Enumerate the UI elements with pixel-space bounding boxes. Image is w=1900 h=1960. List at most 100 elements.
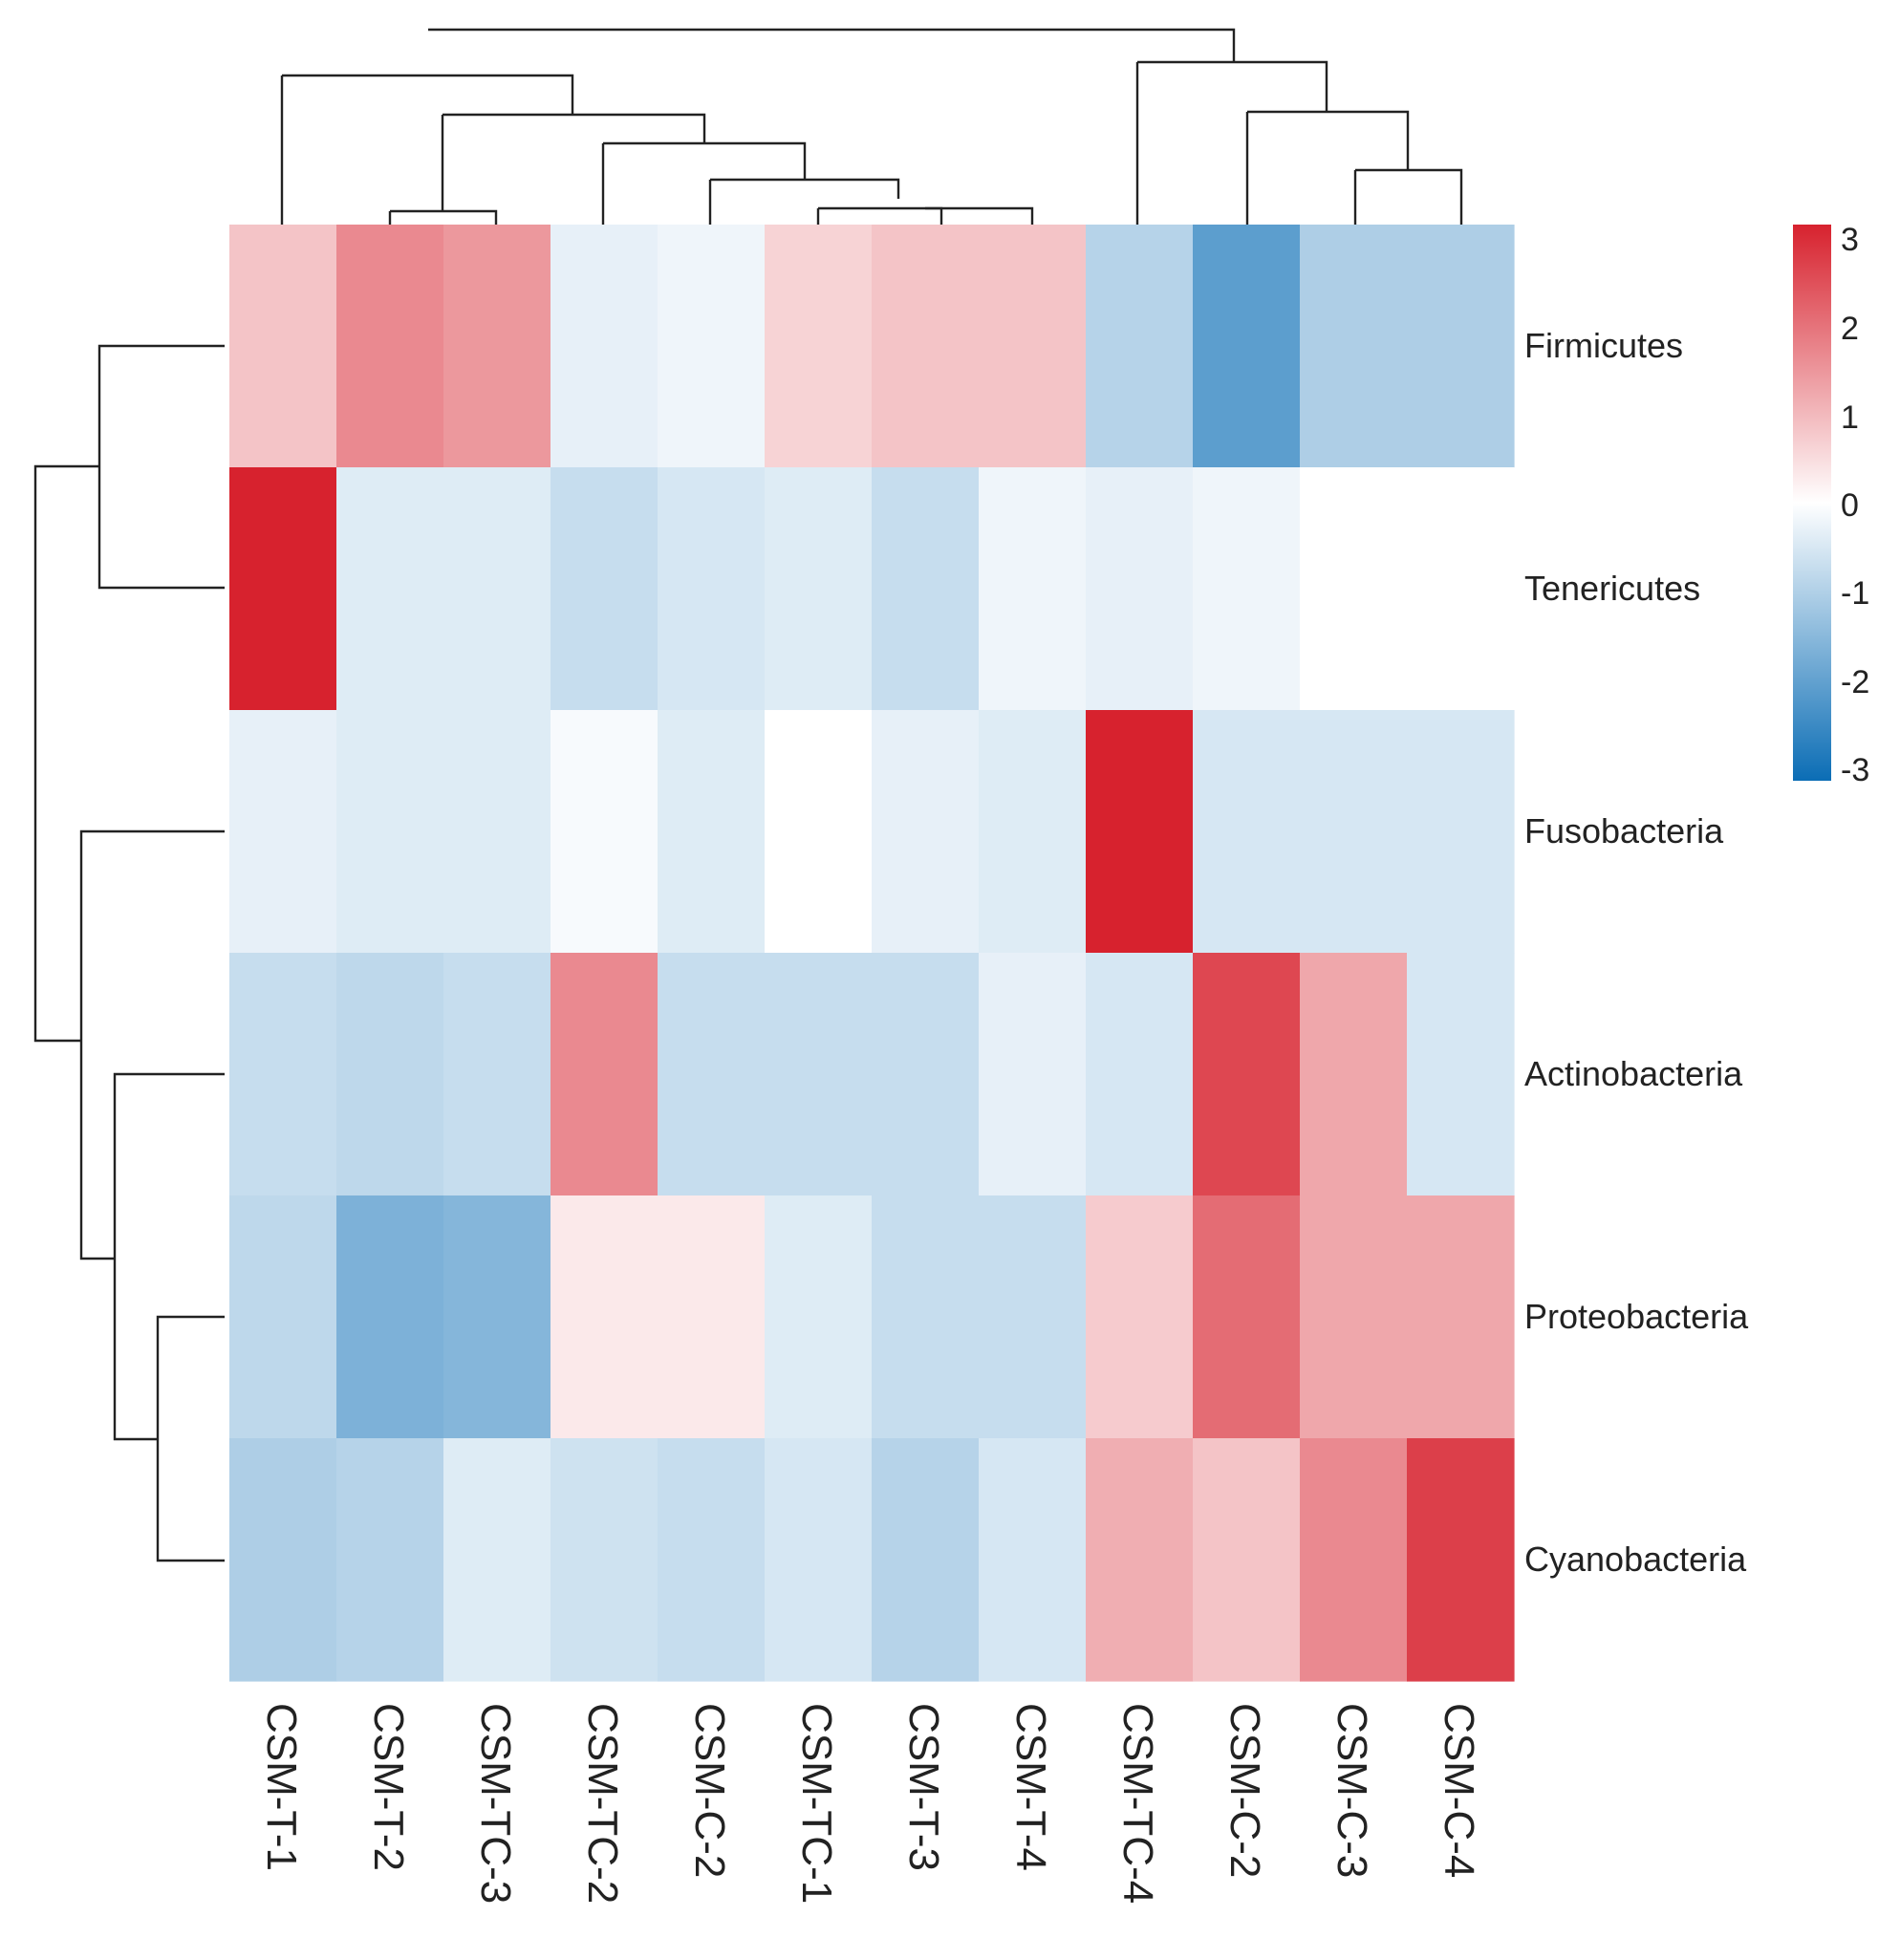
heatmap-cell-r3-c9 — [1193, 953, 1301, 1196]
heatmap-cell-r4-c9 — [1193, 1195, 1301, 1439]
heatmap-cell-r4-c4 — [658, 1195, 766, 1439]
heatmap-cell-r1-c9 — [1193, 467, 1301, 711]
heatmap-cell-r2-c2 — [443, 710, 551, 954]
col-label-csm-tc-4: CSM-TC-4 — [1114, 1703, 1161, 1904]
col-label-csm-tc-3: CSM-TC-3 — [472, 1703, 519, 1904]
column-labels: CSM-T-1 CSM-T-2 CSM-TC-3 CSM-TC-2 CSM-C-… — [258, 1703, 1482, 1904]
heatmap-cell-r4-c11 — [1407, 1195, 1515, 1439]
heatmap-cell-r3-c4 — [658, 953, 766, 1196]
heatmap-cell-r3-c2 — [443, 953, 551, 1196]
heatmap-cell-r5-c5 — [765, 1438, 873, 1682]
row-dendrogram — [33, 344, 225, 1562]
heatmap-cell-r4-c8 — [1086, 1195, 1194, 1439]
heatmap-cells — [229, 225, 1515, 1682]
heatmap-cell-r5-c11 — [1407, 1438, 1515, 1682]
col-label-csm-tc-2: CSM-TC-2 — [579, 1703, 626, 1904]
heatmap-cell-r2-c0 — [229, 710, 337, 954]
color-legend: 3 2 1 0 -1 -2 -3 — [1793, 222, 1869, 788]
heatmap-cell-r0-c8 — [1086, 225, 1194, 468]
col-label-csm-t-3: CSM-T-3 — [900, 1703, 947, 1871]
heatmap-cell-r3-c10 — [1300, 953, 1408, 1196]
heatmap-cell-r2-c10 — [1300, 710, 1408, 954]
heatmap-cell-r2-c4 — [658, 710, 766, 954]
col-label-csm-t-1: CSM-T-1 — [258, 1703, 305, 1871]
heatmap-cell-r0-c1 — [336, 225, 444, 468]
legend-tick-2: 2 — [1841, 311, 1859, 347]
row-label-fusobacteria: Fusobacteria — [1524, 811, 1724, 851]
heatmap-cell-r5-c9 — [1193, 1438, 1301, 1682]
heatmap-cell-r3-c8 — [1086, 953, 1194, 1196]
heatmap-cell-r4-c3 — [551, 1195, 659, 1439]
col-label-csm-c-2-a: CSM-C-2 — [686, 1703, 733, 1878]
legend-color-bar — [1793, 225, 1831, 781]
heatmap-cell-r0-c5 — [765, 225, 873, 468]
heatmap-cell-r0-c10 — [1300, 225, 1408, 468]
legend-tick-neg1: -1 — [1841, 575, 1869, 612]
heatmap-cell-r3-c6 — [872, 953, 980, 1196]
col-label-csm-tc-1: CSM-TC-1 — [793, 1703, 840, 1904]
heatmap-cell-r2-c6 — [872, 710, 980, 954]
heatmap-cell-r2-c11 — [1407, 710, 1515, 954]
heatmap-cell-r2-c9 — [1193, 710, 1301, 954]
heatmap-cell-r4-c6 — [872, 1195, 980, 1439]
heatmap-cell-r5-c8 — [1086, 1438, 1194, 1682]
heatmap-cell-r5-c2 — [443, 1438, 551, 1682]
heatmap-cell-r1-c2 — [443, 467, 551, 711]
heatmap-cell-r4-c1 — [336, 1195, 444, 1439]
heatmap-cell-r1-c4 — [658, 467, 766, 711]
heatmap-cell-r0-c7 — [979, 225, 1087, 468]
heatmap-cell-r5-c6 — [872, 1438, 980, 1682]
col-label-csm-c-4: CSM-C-4 — [1436, 1703, 1482, 1878]
heatmap-cell-r0-c4 — [658, 225, 766, 468]
heatmap-cell-r5-c1 — [336, 1438, 444, 1682]
row-label-proteobacteria: Proteobacteria — [1524, 1297, 1749, 1336]
heatmap-cell-r4-c10 — [1300, 1195, 1408, 1439]
row-label-tenericutes: Tenericutes — [1524, 569, 1700, 608]
col-label-csm-c-2-b: CSM-C-2 — [1221, 1703, 1268, 1878]
heatmap-cell-r3-c7 — [979, 953, 1087, 1196]
heatmap-cell-r1-c0 — [229, 467, 337, 711]
heatmap-cell-r1-c10 — [1300, 467, 1408, 711]
heatmap-cell-r1-c7 — [979, 467, 1087, 711]
heatmap-cell-r2-c1 — [336, 710, 444, 954]
heatmap-cell-r1-c11 — [1407, 467, 1515, 711]
col-label-csm-c-3: CSM-C-3 — [1328, 1703, 1375, 1878]
heatmap-cell-r0-c0 — [229, 225, 337, 468]
heatmap-cell-r5-c3 — [551, 1438, 659, 1682]
heatmap-cell-r0-c9 — [1193, 225, 1301, 468]
row-label-firmicutes: Firmicutes — [1524, 326, 1683, 365]
heatmap-cell-r3-c1 — [336, 953, 444, 1196]
heatmap-cell-r2-c3 — [551, 710, 659, 954]
heatmap-cell-r1-c5 — [765, 467, 873, 711]
heatmap-cell-r1-c1 — [336, 467, 444, 711]
legend-tick-0: 0 — [1841, 487, 1859, 524]
heatmap-cell-r0-c3 — [551, 225, 659, 468]
row-labels: Firmicutes Tenericutes Fusobacteria Acti… — [1524, 326, 1749, 1579]
heatmap-cell-r4-c7 — [979, 1195, 1087, 1439]
heatmap-cell-r1-c3 — [551, 467, 659, 711]
heatmap-cell-r5-c4 — [658, 1438, 766, 1682]
heatmap-cell-r0-c2 — [443, 225, 551, 468]
heatmap-cell-r1-c6 — [872, 467, 980, 711]
heatmap-cell-r2-c7 — [979, 710, 1087, 954]
legend-tick-neg3: -3 — [1841, 752, 1869, 788]
heatmap-cell-r4-c0 — [229, 1195, 337, 1439]
row-label-actinobacteria: Actinobacteria — [1524, 1054, 1743, 1093]
legend-tick-3: 3 — [1841, 222, 1859, 258]
heatmap-cell-r0-c6 — [872, 225, 980, 468]
heatmap-cell-r5-c10 — [1300, 1438, 1408, 1682]
legend-tick-1: 1 — [1841, 399, 1859, 436]
heatmap-cell-r3-c5 — [765, 953, 873, 1196]
heatmap-cell-r1-c8 — [1086, 467, 1194, 711]
heatmap-cell-r0-c11 — [1407, 225, 1515, 468]
heatmap-cell-r5-c7 — [979, 1438, 1087, 1682]
heatmap-cell-r3-c3 — [551, 953, 659, 1196]
heatmap-cell-r5-c0 — [229, 1438, 337, 1682]
heatmap-cell-r2-c5 — [765, 710, 873, 954]
heatmap-cell-r3-c0 — [229, 953, 337, 1196]
col-label-csm-t-2: CSM-T-2 — [365, 1703, 412, 1871]
heatmap-cell-r3-c11 — [1407, 953, 1515, 1196]
heatmap-cell-r4-c5 — [765, 1195, 873, 1439]
row-label-cyanobacteria: Cyanobacteria — [1524, 1540, 1747, 1579]
